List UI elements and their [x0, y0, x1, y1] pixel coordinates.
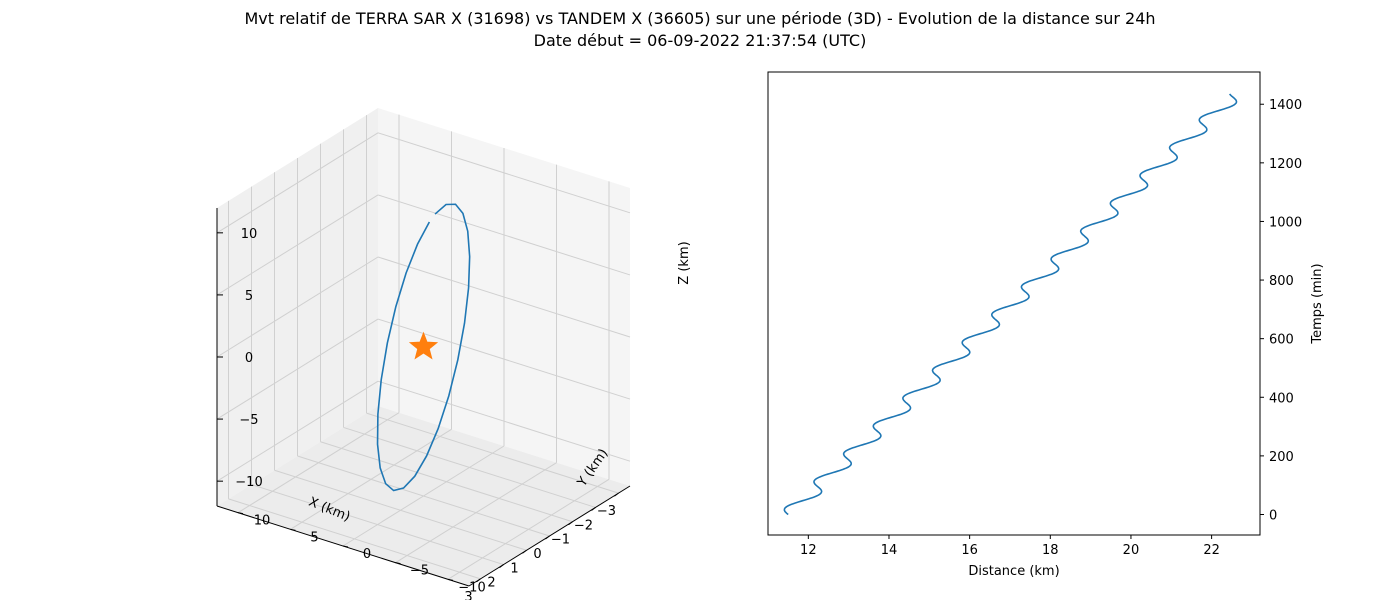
x-tick-label: 3: [464, 590, 472, 600]
x-tick-label: −3: [597, 504, 616, 519]
x-tick-label: 1: [510, 561, 518, 576]
y-tick-label: −5: [410, 564, 429, 579]
x-tick-label: 20: [1123, 543, 1140, 558]
title-line-2: Date début = 06-09-2022 21:37:54 (UTC): [533, 31, 867, 50]
x-tick: [614, 492, 619, 497]
grid-line: [377, 380, 631, 462]
star-marker: [408, 331, 439, 360]
y-tick: [447, 578, 454, 581]
y-tick-label: 10: [254, 514, 271, 529]
x-tick-label: 22: [1203, 543, 1220, 558]
y-tick: [290, 528, 296, 531]
x-axis-label: Distance (km): [968, 564, 1059, 579]
y-tick: [237, 512, 244, 515]
z-axis-label: Z (km): [677, 241, 692, 284]
orbit-line: [376, 203, 471, 492]
x-tick-label: 14: [881, 543, 898, 558]
y-tick-label: 0: [363, 547, 371, 562]
x-tick-label: 12: [800, 543, 817, 558]
grid-line: [216, 256, 379, 358]
x-tick-label: 0: [533, 547, 541, 562]
x-tick: [476, 578, 481, 583]
z-tick-label: 0: [245, 351, 253, 366]
y-axis-label: Temps (min): [1310, 263, 1325, 344]
distance-series-line: [783, 93, 1238, 516]
plot-distance-time: 12 14 16 18 20 22 0 200 400 600 800 1000 1200 1400 Dis…: [767, 71, 1325, 579]
x-tick-label: 16: [961, 543, 978, 558]
figure-title: Mvt relatif de TERRA SAR X (31698) vs TA…: [0, 8, 1400, 52]
x-tick: [522, 549, 527, 554]
y-tick-label: 1000: [1269, 215, 1302, 230]
x-tick: [499, 564, 504, 568]
grid-line: [216, 194, 379, 296]
z-tick-label: −5: [239, 413, 258, 428]
x-tick: [568, 521, 573, 526]
grid-line: [216, 132, 379, 234]
y-tick-label: 200: [1269, 450, 1294, 465]
y-tick: [395, 562, 401, 565]
grid-line: [377, 318, 631, 400]
grid-line: [342, 445, 505, 547]
grid-line: [395, 462, 557, 564]
grid-line: [216, 318, 379, 420]
y-tick-label: 1400: [1269, 98, 1302, 113]
y-tick-label: −10: [458, 580, 485, 595]
grid-line: [377, 256, 631, 338]
grid-line: [377, 132, 631, 214]
x-tick: [591, 507, 596, 511]
y-tick-label: 800: [1269, 274, 1294, 289]
title-line-1: Mvt relatif de TERRA SAR X (31698) vs TA…: [244, 9, 1156, 28]
grid-line: [447, 478, 610, 580]
y-tick-label: 1200: [1269, 157, 1302, 172]
x-tick-label: −1: [551, 533, 570, 548]
grid-line: [237, 412, 400, 514]
x-tick: [545, 535, 550, 540]
grid-line: [290, 428, 452, 530]
grid-line: [216, 380, 379, 482]
grid-line: [377, 194, 631, 276]
z-tick-label: 10: [241, 227, 258, 242]
plot-frame: [767, 71, 1261, 536]
x-tick-label: 18: [1042, 543, 1059, 558]
z-tick-label: −10: [235, 475, 262, 490]
y-tick-label: 400: [1269, 391, 1294, 406]
z-tick-label: 5: [245, 289, 253, 304]
x-tick-label: −2: [574, 518, 593, 533]
y-tick: [342, 545, 349, 548]
y-tick-label: 600: [1269, 333, 1294, 348]
y-tick-label: 0: [1269, 508, 1277, 523]
x-tick-label: 2: [487, 576, 495, 591]
y-tick-label: 5: [310, 530, 318, 545]
